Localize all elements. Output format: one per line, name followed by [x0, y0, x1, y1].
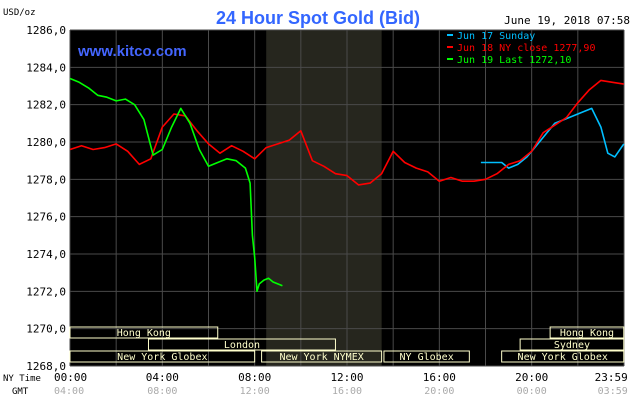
session-label: New York NYMEX: [279, 352, 363, 363]
session-label: New York Globex: [518, 352, 608, 363]
x-tick-label-ny: 08:00: [238, 371, 271, 384]
x-tick-label-ny: 23:59: [595, 371, 628, 384]
y-tick-label: 1286,0: [26, 24, 66, 37]
y-tick-label: 1270,0: [26, 323, 66, 336]
y-tick-label: 1276,0: [26, 211, 66, 224]
gmt-label: GMT: [12, 387, 29, 397]
session-bar: [519, 338, 625, 351]
legend-label: Jun 18 NY close 1277,90: [457, 43, 595, 54]
y-tick-label: 1272,0: [26, 285, 66, 298]
y-tick-label: 1274,0: [26, 248, 66, 261]
session-bar: [261, 350, 383, 363]
x-tick-label-gmt: 03:59: [598, 386, 628, 397]
x-tick-label-gmt: 12:00: [240, 386, 270, 397]
session-bar: [383, 350, 470, 363]
legend-label: Jun 17 Sunday: [457, 31, 535, 42]
series-line: [69, 79, 624, 186]
session-bar: [501, 350, 625, 363]
session-label: New York Globex: [117, 352, 207, 363]
y-tick-label: 1284,0: [26, 61, 66, 74]
y-tick-label: 1278,0: [26, 173, 66, 186]
x-tick-label-ny: 04:00: [146, 371, 179, 384]
session-label: London: [224, 340, 260, 351]
x-tick-label-ny: 20:00: [515, 371, 548, 384]
x-tick-label-gmt: 08:00: [147, 386, 177, 397]
gridlines: [69, 29, 625, 367]
x-tick-label-ny: 00:00: [54, 371, 87, 384]
session-bar: [69, 326, 219, 339]
legend-label: Jun 19 Last 1272,10: [457, 55, 571, 66]
x-tick-label-ny: 12:00: [330, 371, 363, 384]
session-bar: [549, 326, 625, 339]
y-tick-label: 1280,0: [26, 136, 66, 149]
y-axis-label: USD/oz: [3, 8, 36, 18]
x-tick-label-gmt: 04:00: [54, 386, 84, 397]
x-tick-label-gmt: 16:00: [332, 386, 362, 397]
trading-sessions: Hong Kong London New York Globex New York N…: [69, 326, 625, 363]
chart-title: 24 Hour Spot Gold (Bid): [216, 8, 420, 28]
price-series: [69, 77, 625, 293]
y-tick-label: 1282,0: [26, 99, 66, 112]
session-label: Hong Kong: [560, 328, 614, 339]
session-label: Sydney: [554, 340, 590, 351]
session-bar: [69, 350, 256, 363]
y-axis-ticks: 1286,0 1284,0 1282,0 1280,0 1278,0 1276,0 1274…: [26, 24, 66, 373]
session-bar: [147, 338, 336, 351]
session-label: Hong Kong: [117, 328, 171, 339]
x-tick-label-gmt: 00:00: [517, 386, 547, 397]
x-tick-label-ny: 16:00: [423, 371, 456, 384]
session-label: NY Globex: [400, 352, 454, 363]
watermark: www.kitco.com: [77, 43, 187, 60]
ny-time-label: NY Time: [3, 374, 41, 384]
shaded-session-region: [266, 30, 382, 366]
series-line: [69, 77, 283, 293]
x-axis-ticks: 00:00 04:00 04:00 08:00 08:00 12:00 12:00 16:00…: [54, 371, 628, 397]
y-tick-label: 1268,0: [26, 360, 66, 373]
timestamp: June 19, 2018 07:58: [504, 14, 630, 27]
x-tick-label-gmt: 20:00: [424, 386, 454, 397]
